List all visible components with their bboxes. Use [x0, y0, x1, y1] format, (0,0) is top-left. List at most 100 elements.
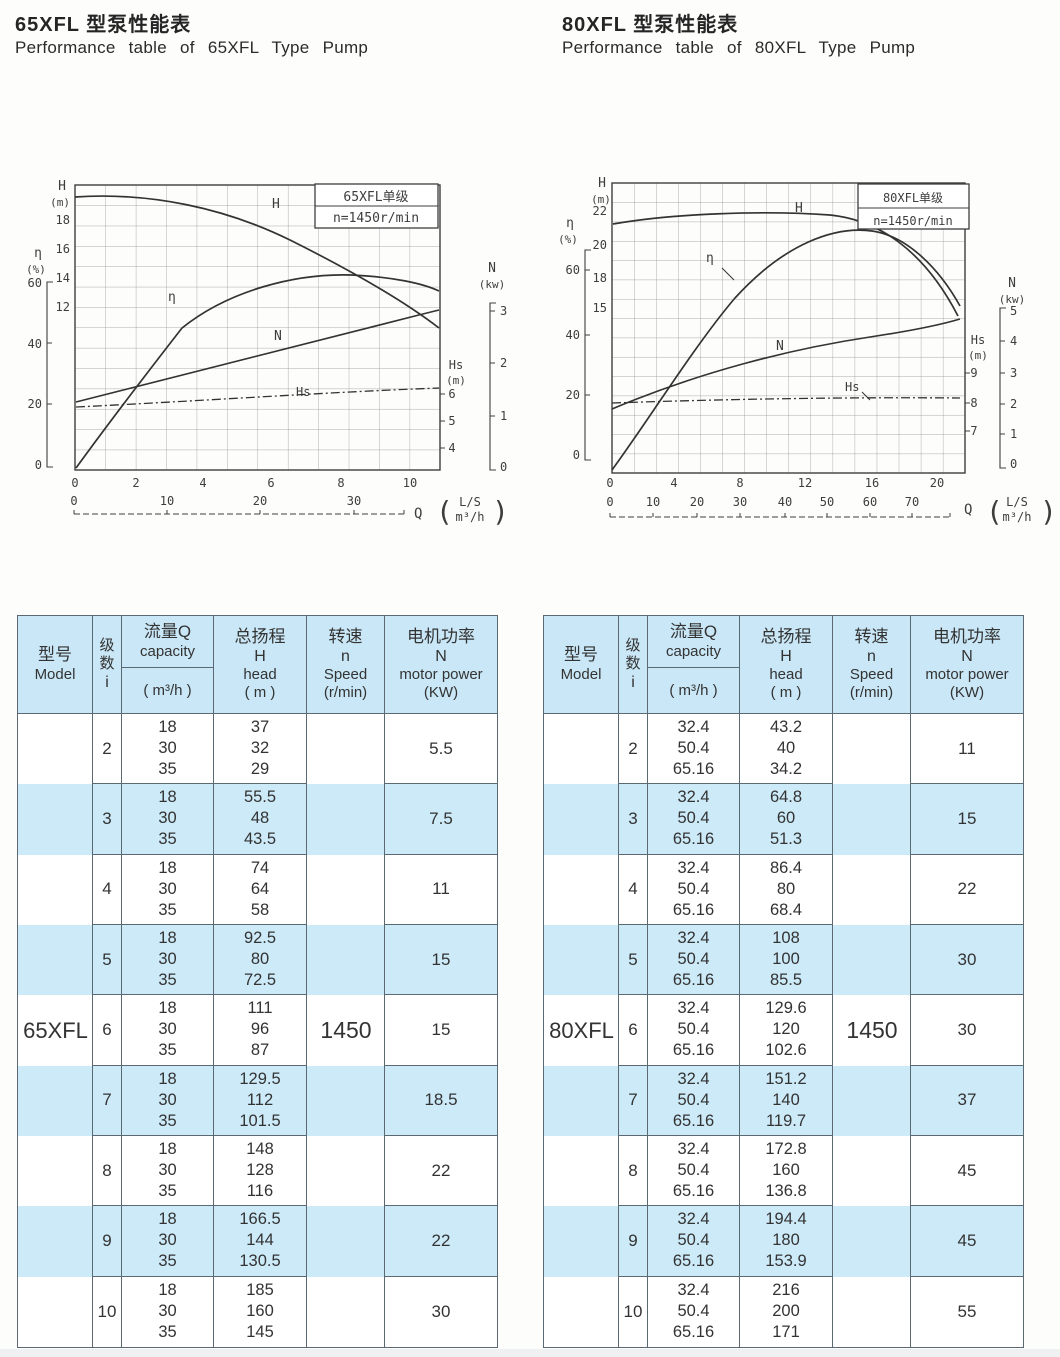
head-cell: 64.8 60 51.3: [740, 784, 833, 855]
x-m3h-tick: 60: [863, 495, 877, 509]
header-power-unit: (KW): [949, 684, 985, 702]
head-value: 140: [772, 1090, 800, 1109]
header-stage-zh2: 数: [99, 654, 115, 672]
head-cell: 172.8 160 136.8: [740, 1135, 833, 1207]
curve-h: [74, 195, 440, 329]
page-bottom-edge: [0, 1349, 1060, 1357]
x-ls-tick: 4: [670, 476, 677, 490]
q-label: Q: [414, 506, 422, 522]
model-cell: [18, 1276, 93, 1347]
head-value: 172.8: [765, 1140, 807, 1159]
n-tick: 3: [500, 304, 507, 318]
q-label: Q: [964, 502, 972, 518]
capacity-value: 65.16: [672, 971, 715, 990]
head-cell: 129.6 120 102.6: [740, 995, 833, 1066]
stage-cell: 3: [93, 784, 122, 855]
speed-cell: [833, 784, 911, 855]
performance-chart-65xfl: 65XFL单级 n=1450r/min H (m) 18 16 14 12 η …: [26, 179, 509, 528]
head-value: 108: [772, 929, 800, 948]
power-cell: 11: [911, 714, 1023, 785]
capacity-value: 65.16: [672, 1041, 715, 1060]
header-head-unit: ( m ): [770, 684, 802, 702]
power-cell: 30: [911, 925, 1023, 996]
header-speed-en: Speed: [323, 666, 368, 684]
capacity-value: 50.4: [677, 1090, 710, 1109]
head-value: 92.5: [243, 929, 277, 948]
eta-tick: 20: [566, 388, 580, 402]
table-header: 型号 Model 级 数 i 流量Q capacity ( m³/h ) 总扬程…: [18, 616, 497, 714]
n-tick: 5: [1010, 304, 1017, 318]
table-body: 2 32.4 50.4 65.16 43.2 40 34.2 11: [544, 714, 1023, 1347]
n-axis-label: N: [1008, 276, 1016, 291]
legend-title: 80XFL单级: [883, 191, 943, 205]
capacity-cell: 18 30 35: [122, 1135, 214, 1207]
capacity-value: 18: [158, 718, 177, 737]
h-tick: 18: [56, 213, 70, 227]
model-cell: [18, 854, 93, 925]
x-ruler: [73, 510, 405, 515]
head-value: 200: [772, 1302, 800, 1321]
stage-cell: 4: [619, 854, 648, 925]
capacity-value: 35: [158, 1182, 177, 1201]
eta-tick: 60: [566, 263, 580, 277]
power-cell: 30: [431, 1301, 451, 1321]
capacity-value: 18: [158, 999, 177, 1018]
performance-table-80xfl: 型号 Model 级 数 i 流量Q capacity ( m³/h ) 总扬程…: [543, 615, 1024, 1348]
capacity-cell: 32.4 50.4 65.16: [648, 924, 740, 996]
q-paren-close: ): [1040, 495, 1057, 528]
x-ls-tick: 8: [337, 476, 344, 490]
capacity-value: 30: [158, 879, 177, 898]
eta-tick: 40: [28, 337, 42, 351]
capacity-value: 50.4: [677, 1302, 710, 1321]
h-tick: 12: [56, 300, 70, 314]
header-speed: 转速 n Speed (r/min): [833, 616, 911, 713]
head-value: 194.4: [765, 1210, 807, 1229]
legend-title: 65XFL单级: [343, 190, 408, 205]
capacity-value: 35: [158, 1252, 177, 1271]
header-capacity-top: 流量Q capacity: [648, 616, 739, 669]
table-row-group: 7 18 30 35 129.5 112 101.5 18.5: [18, 1065, 497, 1136]
hs-tick: 8: [970, 396, 977, 410]
capacity-value: 65.16: [672, 1182, 715, 1201]
x-m3h-tick: 20: [253, 494, 267, 508]
head-value: 55.5: [243, 788, 277, 807]
n-tick: 1: [1010, 427, 1017, 441]
title-en-65xfl: Performance table of 65XFL Type Pump: [15, 38, 369, 57]
n-tick: 4: [1010, 334, 1017, 348]
capacity-value: 32.4: [677, 1281, 710, 1300]
capacity-value: 30: [158, 1231, 177, 1250]
capacity-cell: 32.4 50.4 65.16: [648, 854, 740, 925]
x-ruler: [609, 513, 951, 518]
curve-eta: [75, 274, 440, 469]
power-cell: 18.5: [385, 1066, 497, 1136]
capacity-value: 35: [158, 1041, 177, 1060]
curve-label-hs: Hs: [296, 385, 310, 399]
capacity-cell: 18 30 35: [122, 1065, 214, 1136]
hs-axis-ticks: [440, 393, 445, 449]
capacity-value: 30: [158, 739, 177, 758]
capacity-value: 65.16: [672, 1252, 715, 1271]
power-cell: 5.5: [385, 714, 497, 785]
capacity-value: 50.4: [677, 739, 710, 758]
capacity-value: 35: [158, 760, 177, 779]
model-cell: [18, 784, 93, 855]
capacity-value: 65.16: [672, 760, 715, 779]
capacity-cell: 18 30 35: [122, 784, 214, 855]
power-cell: 55: [957, 1301, 977, 1321]
head-cell: 108 100 85.5: [740, 924, 833, 996]
model-merged-value: 65XFL: [23, 1017, 88, 1043]
speed-cell: [833, 995, 911, 1066]
n-tick: 2: [500, 356, 507, 370]
head-cell: 86.4 80 68.4: [740, 854, 833, 925]
table-body: 2 18 30 35 37 32 29 5.5: [18, 714, 497, 1347]
capacity-value: 65.16: [672, 1323, 715, 1342]
head-value: 180: [772, 1231, 800, 1250]
header-capacity-unit: ( m³/h ): [669, 681, 718, 699]
speed-cell: [307, 1065, 385, 1136]
curve-label-n: N: [274, 329, 282, 344]
model-cell: [544, 1276, 619, 1347]
head-value: 32: [250, 739, 270, 758]
curve-label-eta: η: [706, 251, 714, 266]
h-tick: 15: [593, 301, 607, 315]
